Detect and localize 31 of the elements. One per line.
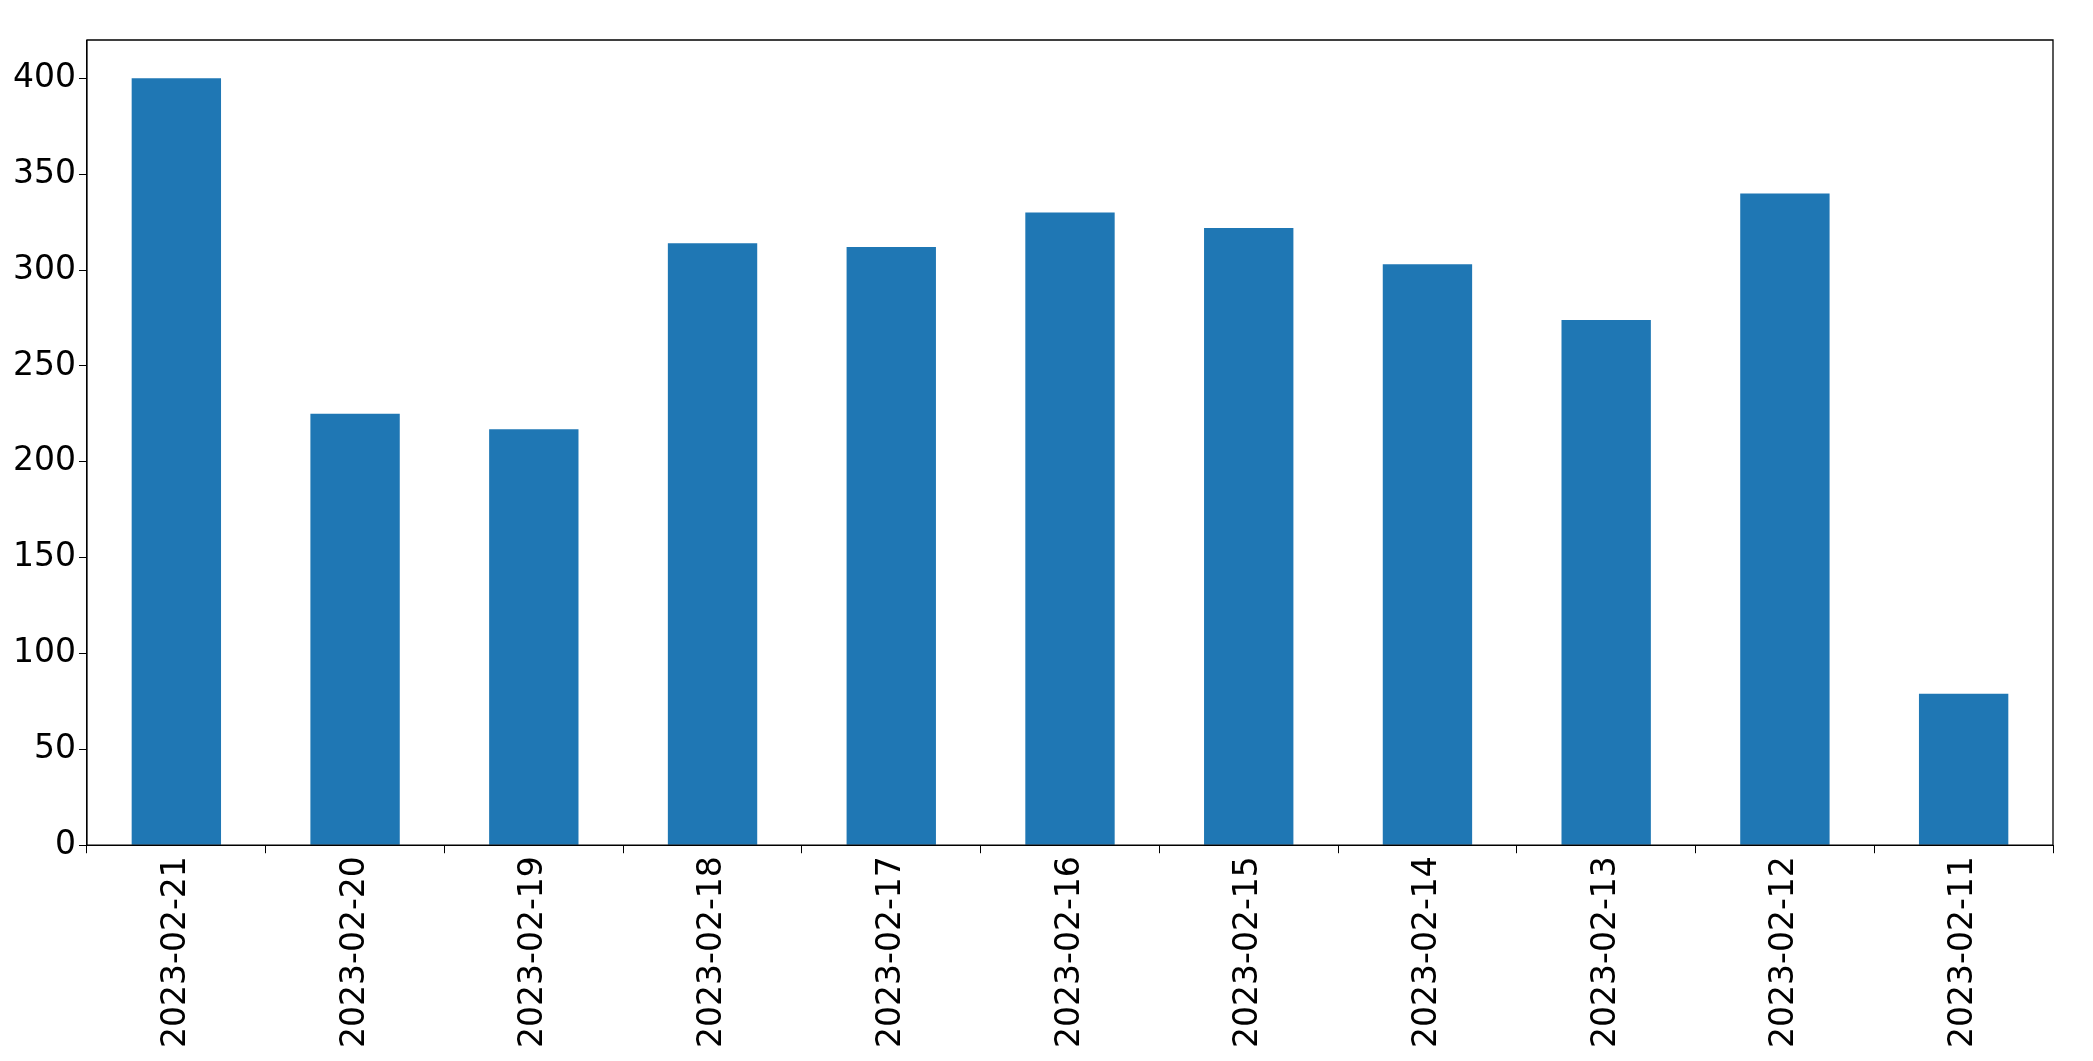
bar [131, 78, 222, 845]
x-tick-label: 2023-02-12 [1762, 856, 1802, 1048]
bar [846, 247, 936, 845]
x-tick-label: 2023-02-15 [1226, 856, 1266, 1048]
bar [667, 243, 758, 845]
y-tick-label: 50 [33, 726, 76, 766]
y-tick-label: 300 [12, 247, 76, 287]
x-tick-label: 2023-02-20 [332, 856, 372, 1048]
bar [1204, 227, 1294, 845]
y-tick-label: 0 [54, 822, 76, 862]
x-tick-label: 2023-02-17 [868, 856, 908, 1048]
x-tick-label: 2023-02-19 [511, 856, 551, 1048]
y-tick-label: 150 [12, 535, 76, 575]
bar [489, 429, 579, 845]
x-tick-label: 2023-02-18 [690, 856, 730, 1048]
x-tick-label: 2023-02-14 [1405, 856, 1445, 1048]
x-tick-label: 2023-02-13 [1583, 856, 1623, 1048]
bar [310, 413, 400, 845]
bar [1025, 212, 1115, 845]
x-tick-label: 2023-02-11 [1941, 856, 1981, 1048]
bar [1561, 319, 1651, 845]
bar [1740, 193, 1830, 845]
x-tick-label: 2023-02-21 [153, 856, 193, 1048]
y-tick-label: 200 [12, 439, 76, 479]
x-tick-label: 2023-02-16 [1047, 856, 1087, 1048]
y-tick-label: 250 [12, 343, 76, 383]
bar [1382, 264, 1473, 845]
y-tick-label: 400 [12, 55, 76, 95]
bar [1918, 693, 2009, 845]
y-tick-label: 100 [12, 631, 76, 671]
y-tick-label: 350 [12, 151, 76, 191]
